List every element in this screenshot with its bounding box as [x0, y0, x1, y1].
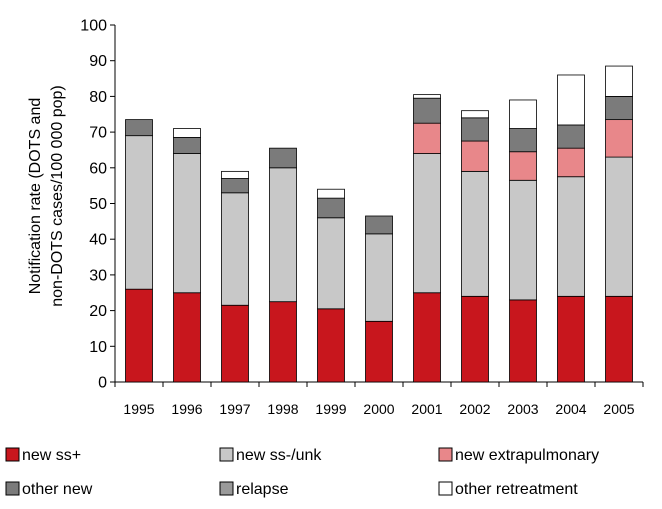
legend-swatch	[438, 481, 453, 496]
x-tick-label: 2001	[411, 401, 442, 417]
bar-segment-1-2001	[413, 292, 441, 383]
y-axis-title-line-1: Notification rate (DOTS and	[27, 98, 44, 295]
legend-label: new ss+	[22, 447, 81, 464]
bar-segment-6-2001	[413, 94, 441, 99]
legend-swatch	[5, 447, 20, 462]
bar-segment-2-1996	[173, 153, 201, 294]
bar-segment-1-1995	[125, 288, 153, 383]
legend-item: relapse	[219, 481, 289, 498]
legend-label: other retreatment	[455, 481, 578, 498]
bar-segment-3-2001	[413, 122, 441, 154]
y-axis-ticks: 0 10 20 30 40 50 60 70 80 90 100	[80, 18, 115, 392]
bar-segment-3-2002	[461, 140, 489, 172]
y-tick-label: 80	[89, 89, 107, 106]
x-tick-label: 1996	[171, 401, 202, 417]
x-tick-label: 2004	[555, 401, 586, 417]
y-tick-label: 70	[89, 125, 107, 142]
y-tick-label: 100	[80, 18, 107, 35]
bar-segment-1-2003	[509, 299, 537, 383]
bar-segment-6-1996	[173, 128, 201, 138]
bar-segment-4-2001	[413, 97, 441, 124]
x-tick-label: 2005	[603, 401, 634, 417]
bar-segment-3-2004	[557, 147, 585, 178]
bar-segment-2-1997	[221, 192, 249, 306]
bar-segment-1-1999	[317, 308, 345, 383]
bar-segment-4-1995	[125, 119, 153, 137]
legend-label: other new	[22, 481, 93, 498]
bar-segment-2-2000	[365, 233, 393, 322]
bar-segment-4-1999	[317, 197, 345, 219]
legend-label: relapse	[236, 481, 289, 498]
bar-segment-1-2002	[461, 295, 489, 383]
x-tick-label: 2003	[507, 401, 538, 417]
y-tick-label: 50	[89, 196, 107, 213]
bar-segment-4-2002	[461, 117, 489, 142]
legend-item: new ss+	[5, 447, 81, 464]
bar-segment-4-2005	[605, 96, 633, 121]
bar-segment-4-1998	[269, 147, 297, 169]
x-tick-label: 2000	[363, 401, 394, 417]
x-tick-label: 1998	[267, 401, 298, 417]
legend-item: other new	[5, 481, 93, 498]
y-axis-title: Notification rate (DOTS and non-DOTS cas…	[27, 85, 66, 306]
legend-swatch	[219, 481, 234, 496]
bar-segment-1-1996	[173, 292, 201, 383]
legend-item: new ss-/unk	[219, 447, 322, 464]
bar-segment-3-2005	[605, 119, 633, 158]
y-tick-label: 40	[89, 232, 107, 249]
bar-segment-2-1999	[317, 217, 345, 310]
x-tick-label: 1997	[219, 401, 250, 417]
bar-segment-1-2000	[365, 320, 393, 383]
bar-segment-1-1998	[269, 301, 297, 383]
bar-segment-6-2002	[461, 110, 489, 119]
bar-segment-2-2002	[461, 170, 489, 297]
legend-swatch	[438, 447, 453, 462]
x-tick-label: 1999	[315, 401, 346, 417]
bar-segment-1-1997	[221, 304, 249, 383]
bar-segment-1-2004	[557, 295, 585, 383]
y-tick-label: 90	[89, 53, 107, 70]
bar-segment-4-2004	[557, 124, 585, 149]
bar-segment-4-1997	[221, 178, 249, 194]
bar-segment-4-2000	[365, 215, 393, 235]
bar-segment-2-2003	[509, 179, 537, 301]
y-axis-title-line-2: non-DOTS cases/100 000 pop)	[49, 85, 66, 306]
y-tick-label: 10	[89, 339, 107, 356]
legend-swatch	[219, 447, 234, 462]
bar-segment-6-2005	[605, 65, 633, 97]
bar-segment-6-1997	[221, 170, 249, 179]
bar-segment-2-1998	[269, 167, 297, 303]
legend-label: new ss-/unk	[236, 447, 322, 464]
y-tick-label: 0	[98, 375, 107, 392]
x-axis-ticks: 1995 1996 1997 1998 1999 2000 2001 2002 2003 2004…	[114, 382, 644, 417]
legend-label: new extrapulmonary	[455, 447, 599, 464]
legend-item: new extrapulmonary	[438, 447, 599, 464]
bar-segment-2-2005	[605, 156, 633, 297]
bar-segment-6-2004	[557, 74, 585, 126]
legend-item: other retreatment	[438, 481, 578, 498]
y-tick-label: 20	[89, 303, 107, 320]
x-tick-label: 1995	[123, 401, 154, 417]
bar-segment-2-2001	[413, 153, 441, 294]
bar-segment-1-2005	[605, 295, 633, 383]
x-tick-label: 2002	[459, 401, 490, 417]
bar-segment-6-1999	[317, 188, 345, 199]
y-tick-label: 60	[89, 160, 107, 177]
legend-swatch	[5, 481, 20, 496]
bar-segment-3-2003	[509, 151, 537, 181]
y-tick-label: 30	[89, 267, 107, 284]
legend: new ss+ new ss-/unk new extrapulmonary othe…	[5, 447, 599, 498]
bar-segment-2-2004	[557, 176, 585, 297]
bar-segment-2-1995	[125, 135, 153, 290]
bars	[125, 65, 633, 383]
bar-segment-4-1996	[173, 137, 201, 154]
bar-segment-6-2003	[509, 99, 537, 129]
bar-segment-4-2003	[509, 128, 537, 153]
